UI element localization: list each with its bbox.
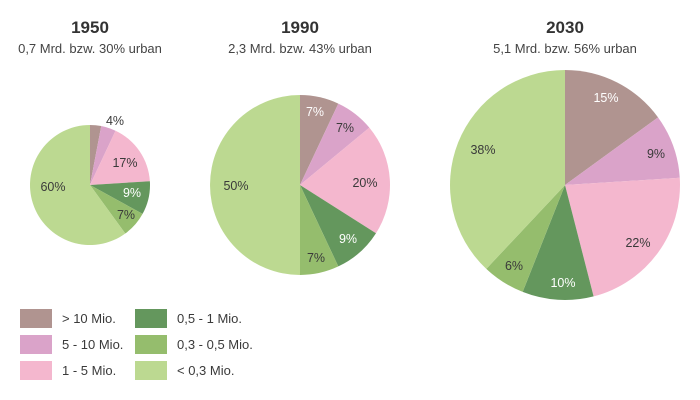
legend-label: 0,3 - 0,5 Mio. bbox=[177, 336, 253, 352]
pie-slice bbox=[30, 125, 126, 245]
legend-label: 0,5 - 1 Mio. bbox=[177, 310, 243, 326]
pie-slice bbox=[90, 185, 143, 234]
legend-label: 5 - 10 Mio. bbox=[62, 336, 124, 352]
pie-slices-2030: 15% 9% 22% 10% 6% 38% bbox=[450, 70, 680, 300]
legend-item: 0,5 - 1 Mio. bbox=[135, 308, 285, 328]
legend-item: < 0,3 Mio. bbox=[135, 360, 285, 380]
pie-subtitle-1950: 0,7 Mrd. bzw. 30% urban bbox=[18, 41, 162, 56]
slice-label: 50% bbox=[223, 179, 248, 193]
pie-slice bbox=[565, 117, 680, 185]
legend-swatch bbox=[20, 360, 52, 380]
slice-label: 6% bbox=[505, 259, 523, 273]
pie-slice bbox=[486, 185, 565, 292]
slice-label: 15% bbox=[593, 91, 618, 105]
pie-slice bbox=[300, 103, 370, 185]
pie-subtitle-1990: 2,3 Mrd. bzw. 43% urban bbox=[228, 41, 372, 56]
pie-slice bbox=[450, 70, 565, 269]
legend-item: 0,3 - 0,5 Mio. bbox=[135, 334, 285, 354]
pie-slice bbox=[210, 95, 300, 275]
legend-item: 5 - 10 Mio. bbox=[20, 334, 135, 354]
legend-swatch bbox=[135, 308, 167, 328]
slice-label: 60% bbox=[40, 180, 65, 194]
slice-label: 4% bbox=[106, 114, 124, 128]
pie-slices-1950: 3%4% 17% 9% 7% 60% bbox=[30, 99, 150, 245]
slice-label: 10% bbox=[550, 276, 575, 290]
legend: > 10 Mio. 0,5 - 1 Mio. 5 - 10 Mio. 0,3 -… bbox=[20, 308, 285, 380]
slice-label: 7% bbox=[117, 208, 135, 222]
pie-slice bbox=[300, 185, 376, 267]
legend-swatch bbox=[20, 334, 52, 354]
slice-label: 22% bbox=[625, 236, 650, 250]
legend-item: > 10 Mio. bbox=[20, 308, 135, 328]
pie-slice bbox=[90, 181, 150, 214]
pie-slice bbox=[565, 70, 659, 185]
pie-slice bbox=[522, 185, 594, 300]
slice-label: 9% bbox=[123, 186, 141, 200]
pie-title-1990: 1990 bbox=[281, 18, 319, 37]
slice-label: 7% bbox=[306, 105, 324, 119]
pie-1950: 1950 0,7 Mrd. bzw. 30% urban 3%4% 17% 9% 7%… bbox=[18, 18, 162, 245]
slice-label: 20% bbox=[352, 176, 377, 190]
pie-title-1950: 1950 bbox=[71, 18, 109, 37]
slice-label: 9% bbox=[339, 232, 357, 246]
pie-1990: 1990 2,3 Mrd. bzw. 43% urban 7%7%20%9%7%… bbox=[210, 18, 391, 275]
slice-label: 3% bbox=[89, 99, 107, 113]
pie-title-2030: 2030 bbox=[546, 18, 584, 37]
pie-subtitle-2030: 5,1 Mrd. bzw. 56% urban bbox=[493, 41, 637, 56]
slice-label: 7% bbox=[307, 251, 325, 265]
slice-label: 9% bbox=[647, 147, 665, 161]
pie-slices-1990: 7% 7% 20% 9% 7% 50% bbox=[210, 95, 391, 275]
slice-label: 7% bbox=[336, 121, 354, 135]
legend-label: > 10 Mio. bbox=[62, 310, 116, 326]
slice-label: 17% bbox=[112, 156, 137, 170]
legend-label: 1 - 5 Mio. bbox=[62, 362, 117, 378]
pie-slice bbox=[90, 130, 150, 185]
pie-2030: 2030 5,1 Mrd. bzw. 56% urban 15% 9% 22% 10%… bbox=[450, 18, 680, 300]
legend-swatch bbox=[135, 334, 167, 354]
slice-label: 38% bbox=[470, 143, 495, 157]
pie-slice bbox=[90, 124, 102, 185]
pie-slice bbox=[90, 126, 116, 185]
pie-slice bbox=[300, 95, 339, 185]
legend-swatch bbox=[135, 360, 167, 380]
pie-slice bbox=[565, 177, 680, 297]
legend-item: 1 - 5 Mio. bbox=[20, 360, 135, 380]
pie-slice bbox=[300, 127, 391, 234]
legend-label: < 0,3 Mio. bbox=[177, 362, 235, 378]
legend-swatch bbox=[20, 308, 52, 328]
pie-slice bbox=[300, 185, 339, 275]
